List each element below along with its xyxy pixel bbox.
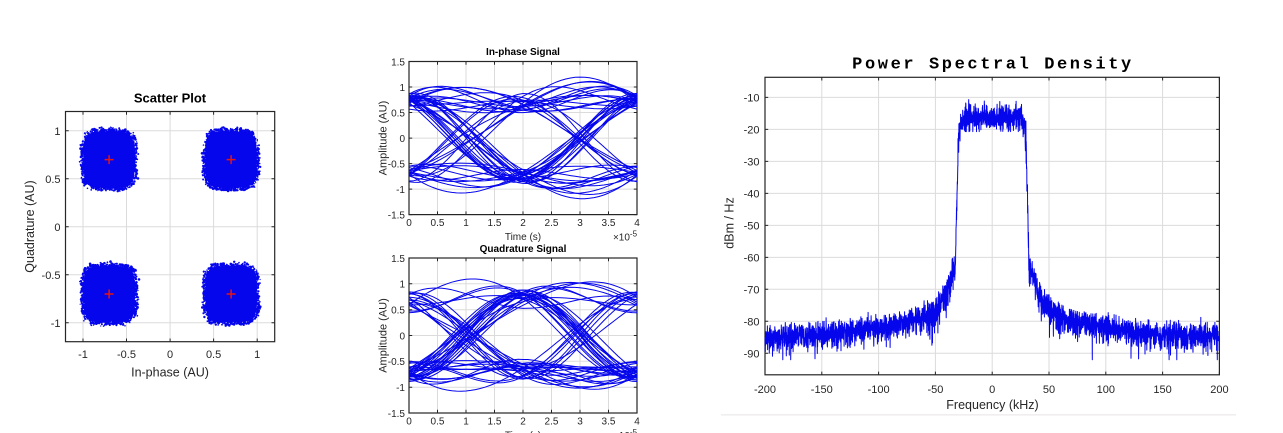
svg-text:1.5: 1.5 (391, 254, 405, 265)
svg-text:0: 0 (399, 331, 405, 342)
svg-text:-50: -50 (927, 384, 943, 396)
svg-text:1: 1 (463, 218, 469, 229)
svg-text:1: 1 (399, 83, 405, 94)
svg-text:-1: -1 (78, 349, 88, 361)
svg-text:3: 3 (577, 417, 583, 428)
svg-text:0: 0 (54, 222, 60, 234)
svg-text:-0.5: -0.5 (388, 357, 406, 368)
svg-text:-90: -90 (744, 349, 760, 361)
svg-text:1.5: 1.5 (391, 57, 405, 68)
svg-text:Time (s): Time (s) (505, 232, 541, 243)
svg-text:0: 0 (167, 349, 173, 361)
svg-text:Amplitude (AU): Amplitude (AU) (378, 298, 390, 373)
svg-text:Power Spectral Density: Power Spectral Density (852, 55, 1134, 74)
svg-text:50: 50 (1043, 384, 1055, 396)
svg-text:-30: -30 (744, 157, 760, 169)
svg-text:200: 200 (1210, 384, 1228, 396)
svg-text:-80: -80 (744, 317, 760, 329)
svg-text:100: 100 (1097, 384, 1115, 396)
svg-text:3: 3 (577, 218, 583, 229)
svg-text:-20: -20 (744, 125, 760, 137)
svg-text:0.5: 0.5 (206, 349, 221, 361)
svg-text:-100: -100 (868, 384, 890, 396)
svg-text:-1.5: -1.5 (388, 409, 406, 420)
svg-text:dBm / Hz: dBm / Hz (723, 197, 737, 248)
svg-text:1: 1 (54, 126, 60, 138)
svg-text:-150: -150 (811, 384, 833, 396)
svg-text:-1: -1 (396, 185, 405, 196)
svg-text:Frequency (kHz): Frequency (kHz) (946, 398, 1038, 412)
svg-text:Amplitude (AU): Amplitude (AU) (378, 101, 390, 176)
svg-text:Quadrature Signal: Quadrature Signal (480, 244, 567, 255)
svg-text:-70: -70 (744, 285, 760, 297)
svg-text:0: 0 (406, 218, 412, 229)
svg-text:0: 0 (399, 134, 405, 145)
svg-text:4: 4 (634, 218, 640, 229)
svg-text:Scatter Plot: Scatter Plot (134, 91, 207, 106)
svg-text:-1: -1 (396, 383, 405, 394)
svg-text:1.5: 1.5 (488, 218, 502, 229)
svg-text:-0.5: -0.5 (117, 349, 136, 361)
svg-text:0.5: 0.5 (45, 174, 60, 186)
svg-text:0.5: 0.5 (431, 417, 445, 428)
svg-text:In-phase Signal: In-phase Signal (486, 47, 560, 58)
svg-text:×10-5: ×10-5 (613, 229, 638, 243)
svg-text:-0.5: -0.5 (42, 270, 61, 282)
svg-text:1: 1 (463, 417, 469, 428)
svg-text:-0.5: -0.5 (388, 159, 406, 170)
svg-text:0: 0 (406, 417, 412, 428)
svg-text:-40: -40 (744, 189, 760, 201)
svg-text:1: 1 (399, 280, 405, 291)
svg-text:-60: -60 (744, 253, 760, 265)
svg-text:-1: -1 (51, 318, 61, 330)
svg-text:4: 4 (634, 417, 640, 428)
svg-text:×10-5: ×10-5 (613, 428, 638, 433)
svg-text:0: 0 (989, 384, 995, 396)
svg-text:0.5: 0.5 (391, 306, 405, 317)
svg-text:0.5: 0.5 (431, 218, 445, 229)
svg-text:2.5: 2.5 (545, 218, 559, 229)
svg-text:-1.5: -1.5 (388, 210, 406, 221)
svg-text:1: 1 (254, 349, 260, 361)
svg-text:3.5: 3.5 (602, 218, 616, 229)
svg-text:2.5: 2.5 (545, 417, 559, 428)
svg-text:1.5: 1.5 (488, 417, 502, 428)
svg-text:-10: -10 (744, 93, 760, 105)
svg-text:-50: -50 (744, 221, 760, 233)
svg-text:2: 2 (520, 218, 526, 229)
svg-text:Quadrature (AU): Quadrature (AU) (23, 180, 37, 272)
svg-text:-200: -200 (754, 384, 776, 396)
svg-text:150: 150 (1153, 384, 1171, 396)
svg-text:3.5: 3.5 (602, 417, 616, 428)
svg-text:2: 2 (520, 417, 526, 428)
svg-text:Time (s): Time (s) (505, 430, 541, 433)
svg-text:In-phase (AU): In-phase (AU) (131, 366, 209, 380)
svg-text:0.5: 0.5 (391, 108, 405, 119)
